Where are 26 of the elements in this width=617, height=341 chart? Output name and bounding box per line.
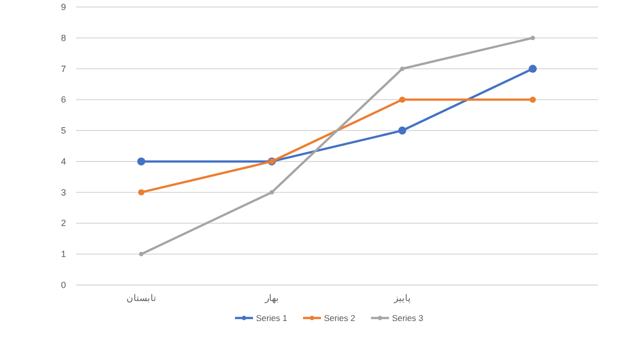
legend-label: Series 2 [324, 313, 356, 323]
y-tick-label: 4 [60, 156, 66, 166]
point [530, 36, 535, 40]
point [528, 64, 537, 73]
point [139, 252, 144, 256]
y-tick-label: 6 [60, 94, 66, 105]
x-tick-label: بهار [264, 293, 279, 304]
point [398, 126, 406, 135]
y-tick-label: 7 [60, 64, 66, 74]
y-tick-label: 5 [60, 126, 66, 136]
point [137, 157, 146, 166]
point [400, 66, 404, 71]
legend-label: Series 1 [256, 313, 288, 323]
x-tick-label: پاییز [392, 293, 411, 304]
y-tick-label: 2 [60, 218, 66, 228]
y-tick-label: 1 [60, 249, 66, 260]
y-tick-label: 3 [60, 187, 66, 198]
point [138, 189, 144, 196]
legend-label: Series 3 [392, 313, 424, 323]
y-tick-label: 0 [60, 280, 66, 290]
point [399, 96, 406, 103]
y-tick-label: 9 [60, 2, 66, 12]
y-tick-label: 8 [60, 32, 66, 43]
x-tick-label: تابستان [126, 293, 156, 303]
point [270, 190, 274, 195]
point [530, 96, 536, 103]
